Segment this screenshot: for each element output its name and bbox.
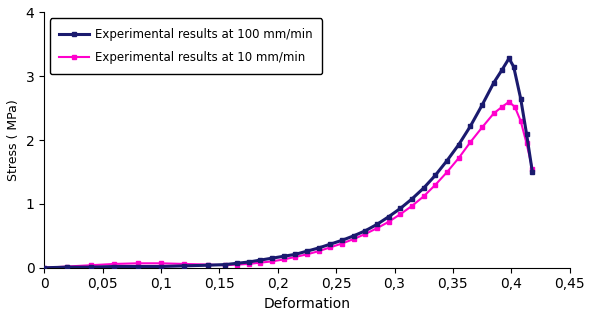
Experimental results at 10 mm/min (432, 183, 439, 187)
Experimental results at 10 mm/min (303, 252, 310, 256)
Experimental results at 100 mm/min (443, 159, 451, 162)
Experimental results at 10 mm/min (498, 105, 506, 109)
X-axis label: Deformation: Deformation (263, 297, 350, 311)
Experimental results at 100 mm/min (64, 265, 71, 269)
Experimental results at 10 mm/min (339, 242, 346, 245)
Experimental results at 100 mm/min (467, 124, 474, 128)
Experimental results at 100 mm/min (350, 234, 357, 238)
Experimental results at 10 mm/min (221, 263, 229, 267)
Experimental results at 100 mm/min (280, 254, 287, 258)
Experimental results at 10 mm/min (111, 262, 118, 266)
Line: Experimental results at 100 mm/min: Experimental results at 100 mm/min (41, 56, 535, 270)
Legend: Experimental results at 100 mm/min, Experimental results at 10 mm/min: Experimental results at 100 mm/min, Expe… (50, 18, 322, 74)
Experimental results at 10 mm/min (181, 262, 188, 266)
Line: Experimental results at 10 mm/min: Experimental results at 10 mm/min (41, 100, 535, 270)
Experimental results at 10 mm/min (374, 226, 381, 230)
Experimental results at 100 mm/min (374, 223, 381, 226)
Experimental results at 100 mm/min (268, 256, 275, 260)
Experimental results at 10 mm/min (385, 220, 392, 224)
Experimental results at 100 mm/min (517, 97, 525, 100)
Experimental results at 10 mm/min (420, 194, 427, 198)
Experimental results at 100 mm/min (478, 103, 485, 107)
Experimental results at 10 mm/min (350, 237, 357, 241)
Experimental results at 100 mm/min (181, 264, 188, 268)
Experimental results at 100 mm/min (408, 197, 416, 201)
Experimental results at 100 mm/min (385, 215, 392, 218)
Experimental results at 100 mm/min (292, 252, 299, 256)
Experimental results at 10 mm/min (397, 212, 404, 216)
Experimental results at 10 mm/min (64, 265, 71, 268)
Experimental results at 10 mm/min (443, 170, 451, 174)
Experimental results at 100 mm/min (245, 260, 252, 264)
Experimental results at 100 mm/min (327, 242, 334, 246)
Experimental results at 10 mm/min (292, 255, 299, 259)
Experimental results at 100 mm/min (257, 258, 264, 262)
Experimental results at 100 mm/min (87, 265, 94, 269)
Experimental results at 100 mm/min (397, 206, 404, 210)
Experimental results at 100 mm/min (420, 186, 427, 190)
Experimental results at 100 mm/min (339, 238, 346, 242)
Experimental results at 10 mm/min (327, 245, 334, 249)
Experimental results at 100 mm/min (303, 249, 310, 253)
Experimental results at 10 mm/min (257, 261, 264, 265)
Experimental results at 100 mm/min (233, 261, 240, 265)
Experimental results at 100 mm/min (506, 57, 513, 60)
Experimental results at 10 mm/min (268, 259, 275, 263)
Experimental results at 100 mm/min (523, 132, 530, 136)
Experimental results at 10 mm/min (529, 167, 536, 171)
Experimental results at 10 mm/min (490, 111, 497, 115)
Experimental results at 10 mm/min (408, 204, 416, 208)
Experimental results at 100 mm/min (529, 170, 536, 174)
Experimental results at 10 mm/min (134, 261, 141, 265)
Experimental results at 100 mm/min (204, 263, 211, 267)
Experimental results at 10 mm/min (455, 156, 462, 160)
Experimental results at 100 mm/min (40, 266, 47, 270)
Experimental results at 10 mm/min (87, 263, 94, 267)
Experimental results at 100 mm/min (510, 65, 517, 69)
Experimental results at 10 mm/min (362, 232, 369, 236)
Experimental results at 10 mm/min (40, 266, 47, 270)
Experimental results at 10 mm/min (517, 119, 525, 123)
Experimental results at 100 mm/min (362, 229, 369, 233)
Experimental results at 100 mm/min (498, 68, 506, 72)
Experimental results at 100 mm/min (432, 173, 439, 177)
Experimental results at 10 mm/min (233, 263, 240, 266)
Experimental results at 10 mm/min (523, 142, 530, 145)
Experimental results at 100 mm/min (221, 263, 229, 266)
Experimental results at 100 mm/min (157, 265, 165, 268)
Experimental results at 10 mm/min (280, 258, 287, 261)
Experimental results at 10 mm/min (478, 125, 485, 129)
Experimental results at 100 mm/min (490, 81, 497, 85)
Experimental results at 100 mm/min (134, 265, 141, 268)
Experimental results at 10 mm/min (245, 262, 252, 266)
Experimental results at 100 mm/min (111, 265, 118, 268)
Experimental results at 100 mm/min (315, 246, 322, 250)
Experimental results at 10 mm/min (511, 105, 519, 109)
Y-axis label: Stress ( MPa): Stress ( MPa) (7, 99, 20, 181)
Experimental results at 10 mm/min (157, 261, 165, 265)
Experimental results at 10 mm/min (204, 263, 211, 266)
Experimental results at 100 mm/min (455, 143, 462, 147)
Experimental results at 10 mm/min (467, 140, 474, 144)
Experimental results at 10 mm/min (315, 249, 322, 253)
Experimental results at 10 mm/min (506, 100, 513, 104)
